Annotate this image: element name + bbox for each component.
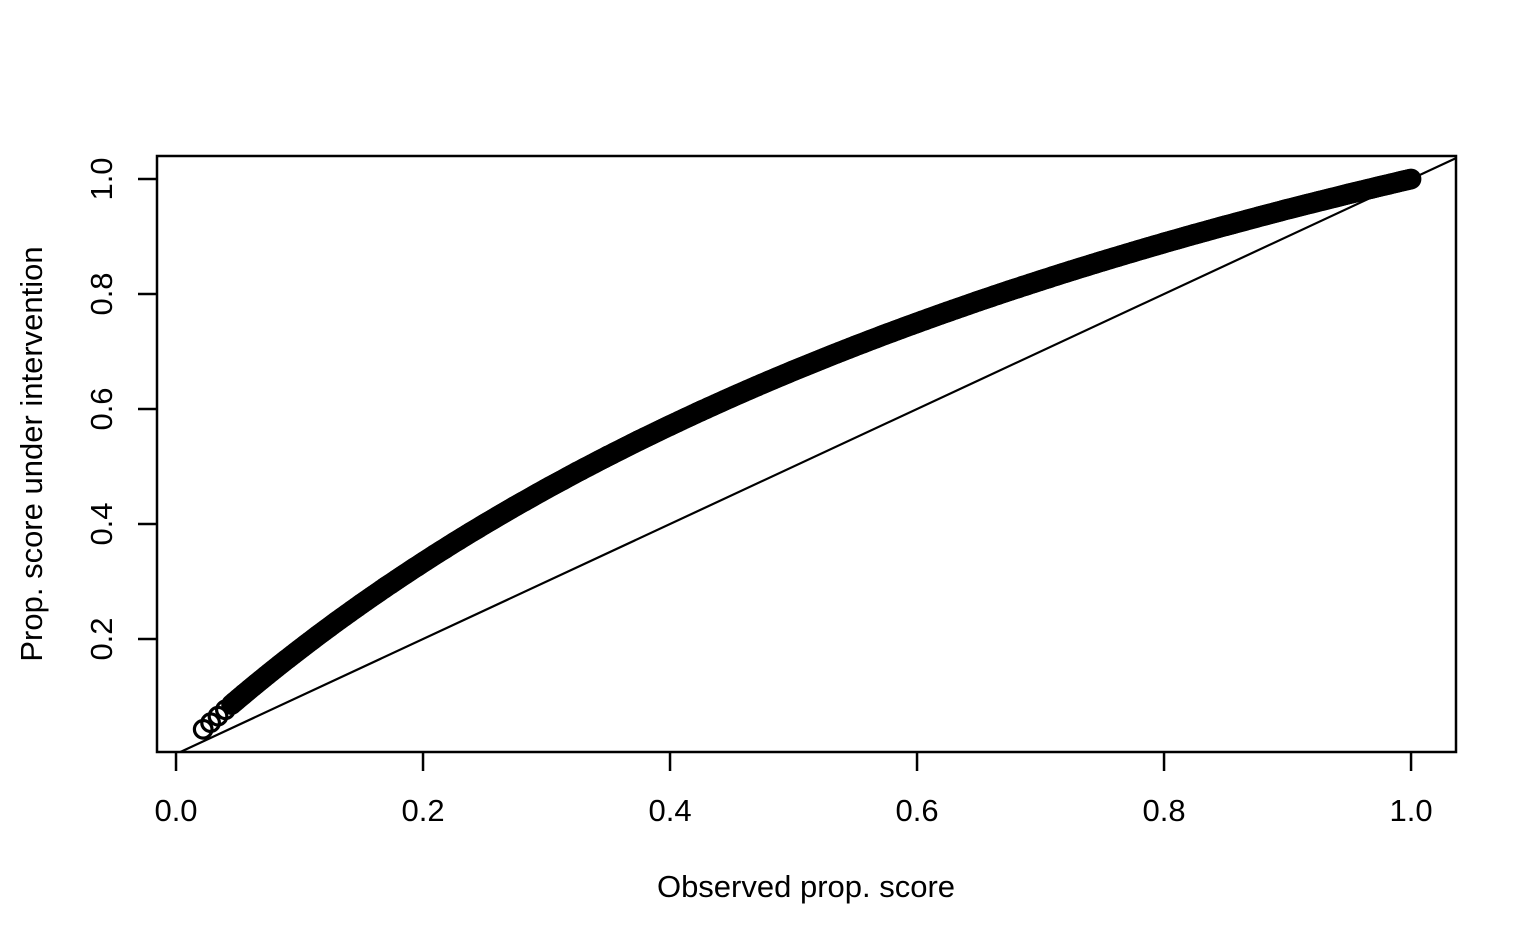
y-tick-label: 0.2 bbox=[84, 617, 119, 660]
identity-line bbox=[175, 157, 1457, 753]
plot-border-box bbox=[155, 154, 1458, 754]
x-tick-label: 0.8 bbox=[1142, 793, 1185, 828]
x-tick-label: 1.0 bbox=[1389, 793, 1432, 828]
x-tick-label: 0.0 bbox=[154, 793, 197, 828]
x-tick-label: 0.4 bbox=[648, 793, 691, 828]
x-tick-label: 0.2 bbox=[401, 793, 444, 828]
data-point-circle bbox=[1400, 168, 1422, 190]
y-tick-label: 0.4 bbox=[84, 502, 119, 545]
y-axis-label: Prop. score under intervention bbox=[14, 246, 49, 661]
y-tick-label: 0.6 bbox=[84, 387, 119, 430]
data-points bbox=[192, 168, 1422, 740]
x-axis-label: Observed prop. score bbox=[657, 869, 955, 904]
identity-reference-line bbox=[175, 157, 1457, 753]
x-axis: 0.0 0.2 0.4 0.6 0.8 1.0 bbox=[154, 752, 1433, 828]
y-tick-label: 1.0 bbox=[84, 157, 119, 200]
y-tick-label: 0.8 bbox=[84, 272, 119, 315]
x-tick-label: 0.6 bbox=[895, 793, 938, 828]
y-axis: 0.2 0.4 0.6 0.8 1.0 bbox=[84, 157, 157, 661]
